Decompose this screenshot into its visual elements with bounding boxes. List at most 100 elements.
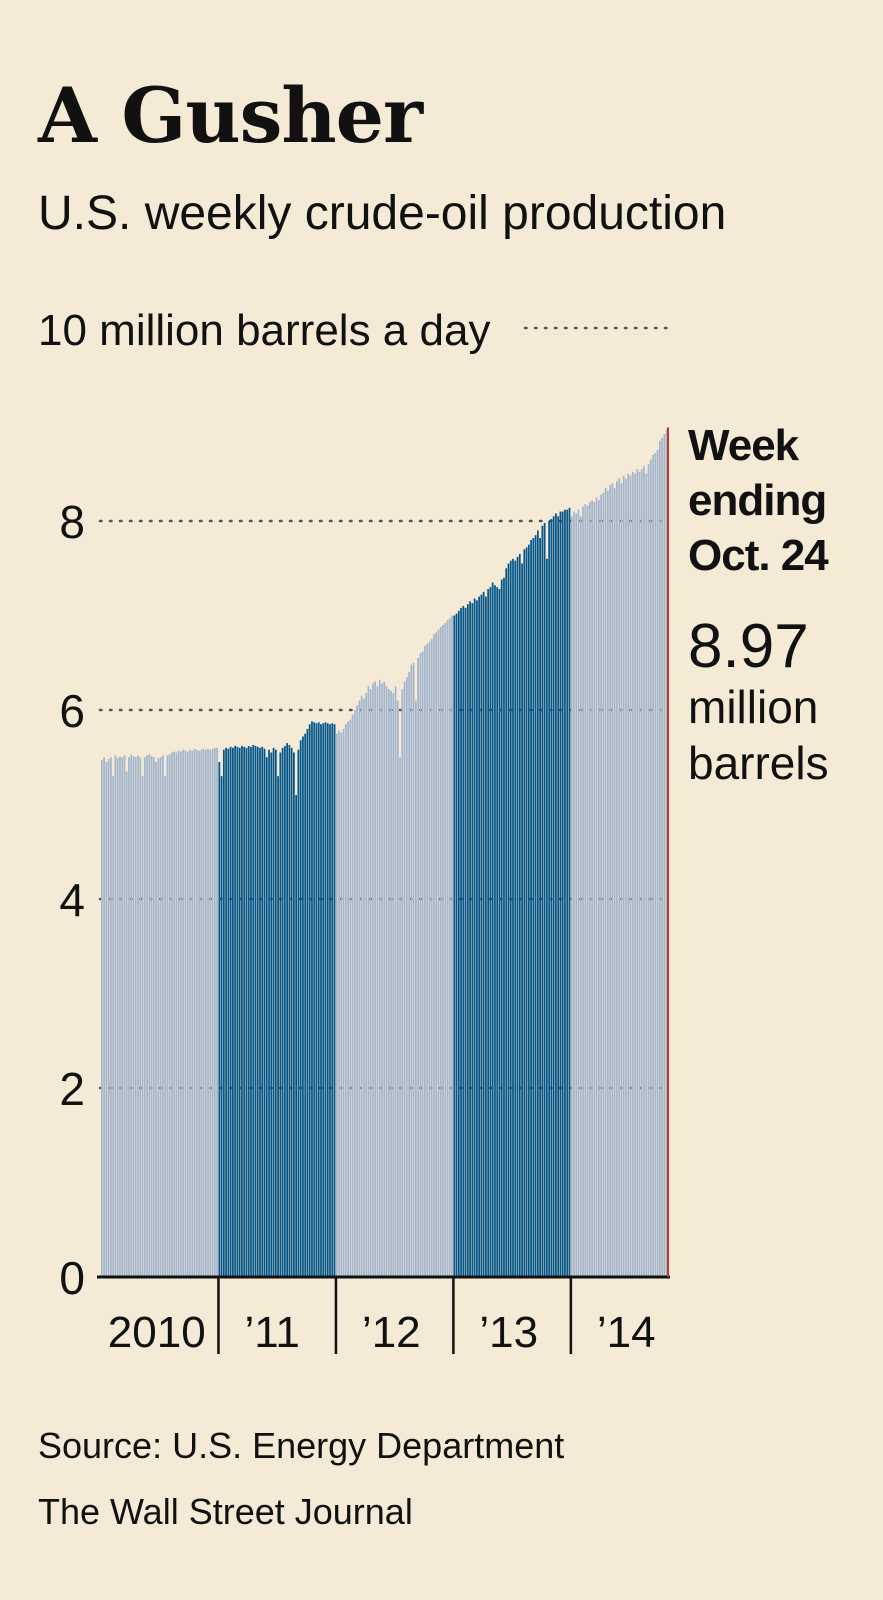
bar-13-w24: [505, 568, 508, 1277]
annotation-heading-1: Week: [688, 421, 800, 470]
bar-12-w50: [446, 620, 449, 1277]
bar-12-w24: [387, 689, 390, 1277]
bar-2010-w37: [182, 749, 185, 1277]
bar-13-w41: [543, 522, 546, 1277]
bar-14-w23: [620, 483, 623, 1277]
bar-14-w31: [638, 471, 641, 1277]
bar-2010-w52: [216, 747, 218, 1277]
bar-13-w29: [516, 556, 519, 1277]
bar-14-w14: [600, 494, 602, 1277]
credit-line: The Wall Street Journal: [38, 1491, 413, 1532]
bar-13-w7: [466, 604, 469, 1277]
bar-14-w5: [579, 516, 582, 1277]
bar-14-w20: [613, 487, 616, 1277]
bar-12-w23: [385, 686, 388, 1278]
bar-14-w42: [663, 434, 666, 1277]
bar-2010-w1: [101, 760, 103, 1277]
bar-13-w21: [498, 589, 501, 1277]
bar-12-w34: [410, 664, 413, 1277]
bar-2010-w15: [132, 756, 135, 1277]
bar-14-w25: [625, 478, 627, 1278]
bar-12-w41: [426, 643, 429, 1277]
bar-12-w42: [428, 641, 431, 1277]
bar-2010-w19: [141, 776, 144, 1277]
bar-2010-w38: [184, 750, 187, 1277]
chart-gridlines: [98, 326, 674, 1090]
bar-11-w37: [299, 740, 302, 1277]
bar-12-w3: [340, 732, 343, 1277]
bar-14-w2: [573, 511, 575, 1277]
bar-13-w33: [525, 547, 528, 1277]
bar-12-w44: [433, 634, 435, 1277]
annotation-value: 8.97: [688, 612, 809, 681]
bar-14-w11: [593, 502, 596, 1278]
bar-14-w1: [570, 516, 573, 1277]
bar-12-w37: [417, 658, 420, 1277]
x-tick-label-13: ’13: [479, 1308, 538, 1357]
bar-2010-w47: [204, 749, 207, 1277]
bar-11-w3: [222, 749, 225, 1277]
bar-13-w23: [503, 577, 505, 1277]
bar-13-w6: [464, 607, 467, 1277]
bar-11-w1: [218, 761, 221, 1277]
bar-14-w35: [647, 464, 650, 1277]
bar-12-w46: [437, 629, 440, 1277]
bar-2010-w39: [186, 751, 189, 1277]
bar-14-w17: [607, 490, 609, 1277]
bar-12-w8: [351, 714, 354, 1277]
bar-12-w13: [363, 698, 365, 1277]
bar-11-w30: [283, 745, 286, 1277]
bar-13-w43: [548, 521, 551, 1277]
bar-12-w36: [415, 700, 417, 1277]
bar-14-w24: [622, 475, 625, 1277]
bar-14-w22: [618, 478, 621, 1278]
y-tick-label-8: 8: [59, 496, 85, 548]
bar-13-w4: [460, 607, 462, 1277]
bar-13-w45: [552, 516, 555, 1277]
bar-11-w44: [315, 723, 318, 1277]
bar-2010-w22: [148, 754, 151, 1277]
bar-14-w7: [584, 503, 587, 1277]
bar-2010-w45: [200, 749, 203, 1277]
bar-13-w47: [557, 516, 560, 1277]
bar-2010-w9: [119, 756, 121, 1277]
bar-11-w41: [308, 724, 311, 1277]
bar-13-w30: [518, 554, 521, 1277]
bar-2010-w23: [150, 756, 153, 1277]
bar-14-w38: [654, 452, 657, 1278]
bar-11-w18: [256, 746, 259, 1277]
bar-14-w30: [636, 469, 639, 1277]
bar-13-w35: [530, 539, 532, 1277]
bar-13-w15: [485, 596, 487, 1277]
bar-11-w38: [302, 736, 304, 1277]
bar-12-w11: [358, 700, 361, 1277]
bar-13-w3: [457, 610, 460, 1277]
y-axis-ticks: 10 million barrels a day 0 2 4 6 8: [38, 306, 490, 1304]
bar-12-w35: [412, 662, 415, 1277]
annotation-heading-3: Oct. 24: [688, 531, 829, 580]
bar-11-w6: [229, 746, 232, 1277]
bar-12-w25: [390, 691, 392, 1277]
bar-14-w9: [588, 502, 591, 1278]
bar-11-w4: [225, 747, 227, 1277]
bar-2010-w34: [175, 752, 178, 1277]
bar-11-w16: [252, 744, 255, 1277]
bar-14-w10: [591, 500, 593, 1278]
bar-13-w12: [478, 596, 481, 1277]
bar-14-w19: [611, 483, 614, 1277]
bar-12-w21: [381, 683, 383, 1277]
bar-14-w13: [597, 500, 600, 1278]
bar-13-w13: [480, 594, 483, 1277]
bar-14-w3: [575, 513, 578, 1277]
bar-13-w44: [550, 519, 553, 1277]
bar-12-w28: [396, 700, 399, 1277]
bar-11-w26: [274, 749, 277, 1277]
bar-2010-w7: [114, 755, 117, 1277]
bar-2010-w2: [103, 757, 106, 1277]
bar-13-w20: [496, 587, 499, 1277]
bar-12-w22: [383, 681, 386, 1277]
bar-2010-w50: [211, 748, 214, 1277]
chart-title: A Gusher: [38, 71, 423, 160]
bar-2010-w10: [121, 757, 124, 1277]
bar-11-w21: [263, 748, 266, 1277]
